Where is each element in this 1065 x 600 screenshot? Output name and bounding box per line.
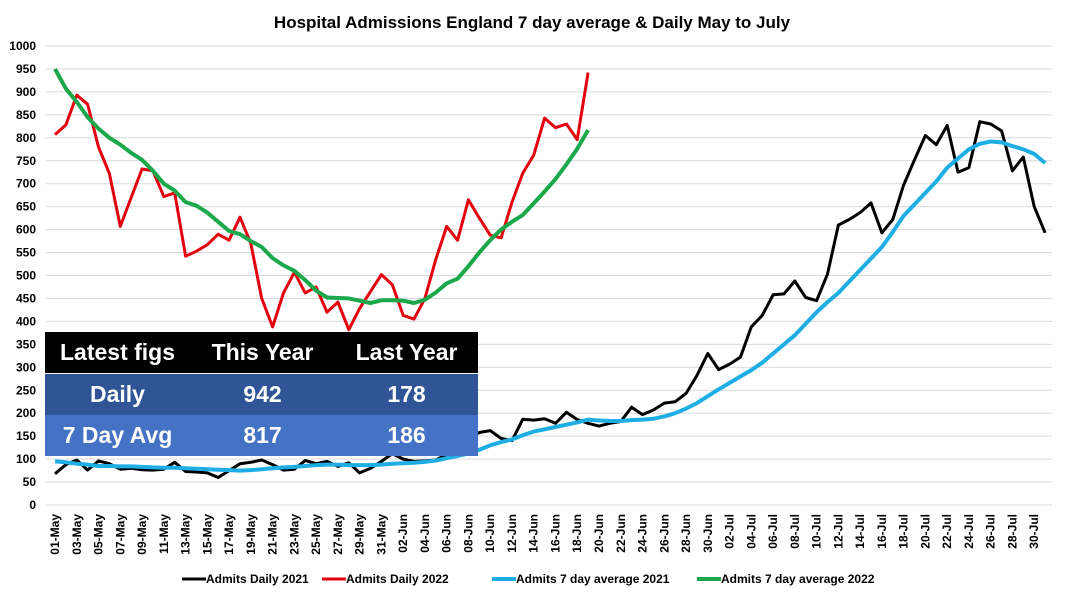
series-line-admits-7-day-average-2021: [54, 139, 1047, 473]
header-this-year: This Year: [211, 339, 314, 365]
x-tick-label: 04-Jul: [744, 514, 758, 549]
x-tick-label: 18-Jul: [897, 514, 911, 549]
y-tick-label: 550: [16, 246, 36, 260]
x-tick-label: 22-Jun: [614, 514, 628, 553]
y-axis-ticks: 0 50 100 150 200 250 300 350 400 450 500 550 600 650 7…: [9, 39, 36, 512]
y-tick-label: 150: [16, 429, 36, 443]
x-tick-label: 12-Jun: [505, 514, 519, 553]
x-tick-label: 26-Jun: [657, 514, 671, 553]
x-tick-label: 05-May: [92, 514, 106, 555]
x-tick-label: 31-May: [374, 514, 388, 555]
x-tick-label: 12-Jul: [831, 514, 845, 549]
this-year-value: 942: [243, 381, 282, 407]
latest-figs-table: Latest figs This Year Last Year Daily 94…: [45, 332, 478, 456]
x-tick-label: 07-May: [113, 514, 127, 555]
x-tick-label: 20-Jul: [918, 514, 932, 549]
y-tick-label: 0: [29, 498, 36, 512]
legend-label: Admits 7 day average 2021: [516, 572, 670, 586]
y-tick-label: 950: [16, 62, 36, 76]
x-tick-label: 10-Jul: [810, 514, 824, 549]
x-axis-ticks: 01-May 03-May 05-May 07-May 09-May 11-May 13-M…: [48, 514, 1041, 555]
y-tick-label: 500: [16, 269, 36, 283]
legend-label: Admits 7 day average 2022: [721, 572, 875, 586]
series-lines: [53, 68, 1047, 479]
header-latest-figs: Latest figs: [59, 339, 176, 365]
x-tick-label: 29-May: [353, 514, 367, 555]
series-line-admits-7-day-average-2022: [53, 68, 590, 305]
y-tick-label: 900: [16, 85, 36, 99]
y-tick-label: 50: [23, 475, 37, 489]
x-tick-label: 25-May: [309, 514, 323, 555]
x-tick-label: 20-Jun: [592, 514, 606, 553]
x-tick-label: 06-Jul: [766, 514, 780, 549]
x-tick-label: 01-May: [48, 514, 62, 555]
y-tick-label: 600: [16, 223, 36, 237]
last-year-value: 186: [387, 422, 426, 448]
header-last-year: Last Year: [355, 339, 458, 365]
x-tick-label: 08-Jun: [461, 514, 475, 553]
legend-label: Admits Daily 2022: [346, 572, 449, 586]
row-label: Daily: [90, 381, 145, 407]
x-tick-label: 10-Jun: [483, 514, 497, 553]
last-year-value: 178: [387, 381, 426, 407]
x-tick-label: 24-Jun: [636, 514, 650, 553]
row-7-day-avg: 7 Day Avg 817 186: [45, 415, 478, 456]
x-tick-label: 09-May: [135, 514, 149, 555]
latest-figs-header: Latest figs This Year Last Year: [45, 332, 478, 373]
row-label: 7 Day Avg: [62, 422, 173, 448]
x-tick-label: 26-Jul: [984, 514, 998, 549]
legend: Admits Daily 2021 Admits Daily 2022 Admits…: [182, 572, 875, 586]
x-tick-label: 16-Jul: [875, 514, 889, 549]
y-tick-label: 800: [16, 131, 36, 145]
y-tick-label: 100: [16, 452, 36, 466]
x-tick-label: 18-Jun: [570, 514, 584, 553]
x-tick-label: 14-Jul: [853, 514, 867, 549]
x-tick-label: 24-Jul: [962, 514, 976, 549]
x-tick-label: 03-May: [70, 514, 84, 555]
x-tick-label: 21-May: [266, 514, 280, 555]
y-tick-label: 850: [16, 108, 36, 122]
x-tick-label: 30-Jun: [701, 514, 715, 553]
y-tick-label: 1000: [9, 39, 36, 53]
x-tick-label: 28-Jun: [679, 514, 693, 553]
x-tick-label: 15-May: [200, 514, 214, 555]
x-tick-label: 23-May: [287, 514, 301, 555]
legend-label: Admits Daily 2021: [206, 572, 309, 586]
y-tick-label: 250: [16, 383, 36, 397]
y-tick-label: 350: [16, 337, 36, 351]
this-year-value: 817: [243, 422, 282, 448]
x-tick-label: 17-May: [222, 514, 236, 555]
x-tick-label: 27-May: [331, 514, 345, 555]
series-line-admits-daily-2021: [54, 120, 1047, 479]
chart-title: Hospital Admissions England 7 day averag…: [274, 13, 791, 32]
x-tick-label: 19-May: [244, 514, 258, 555]
x-tick-label: 04-Jun: [418, 514, 432, 553]
x-tick-label: 11-May: [157, 514, 171, 554]
x-tick-label: 02-Jun: [396, 514, 410, 553]
y-tick-label: 200: [16, 406, 36, 420]
x-tick-label: 06-Jun: [440, 514, 454, 553]
x-tick-label: 28-Jul: [1005, 514, 1019, 549]
y-tick-label: 400: [16, 314, 36, 328]
x-tick-label: 14-Jun: [527, 514, 541, 553]
x-tick-label: 16-Jun: [548, 514, 562, 553]
series-line-admits-daily-2022: [54, 72, 590, 332]
y-tick-label: 300: [16, 360, 36, 374]
y-tick-label: 750: [16, 154, 36, 168]
x-tick-label: 22-Jul: [940, 514, 954, 549]
x-tick-label: 30-Jul: [1027, 514, 1041, 549]
y-tick-label: 450: [16, 291, 36, 305]
y-tick-label: 700: [16, 177, 36, 191]
x-tick-label: 13-May: [179, 514, 193, 555]
y-tick-label: 650: [16, 200, 36, 214]
row-daily: Daily 942 178: [45, 373, 478, 415]
x-tick-label: 08-Jul: [788, 514, 802, 549]
x-tick-label: 02-Jul: [723, 514, 737, 549]
